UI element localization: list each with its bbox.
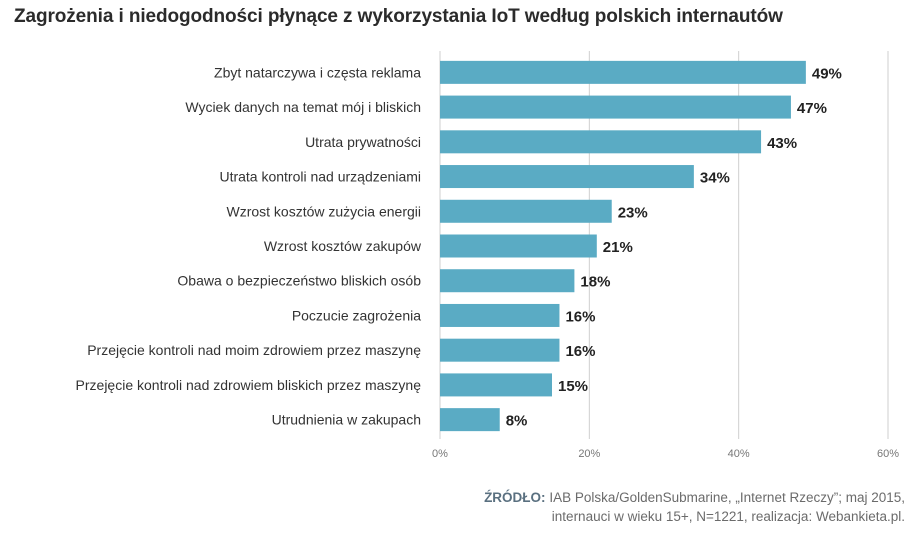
data-label: 16% <box>565 308 595 325</box>
category-label: Wzrost kosztów zużycia energii <box>226 203 421 219</box>
category-label: Utrata prywatności <box>305 134 421 150</box>
x-tick-label: 0% <box>432 448 448 460</box>
data-label: 21% <box>603 239 633 256</box>
category-label: Utrata kontroli nad urządzeniami <box>219 169 421 185</box>
category-label: Obawa o bezpieczeństwo bliskich osób <box>177 273 421 289</box>
category-label: Poczucie zagrożenia <box>292 307 421 323</box>
data-label: 18% <box>580 274 610 291</box>
source-note: ŹRÓDŁO: IAB Polska/GoldenSubmarine, „Int… <box>484 488 905 526</box>
data-label: 49% <box>812 65 842 82</box>
chart-title: Zagrożenia i niedogodności płynące z wyk… <box>14 6 783 27</box>
bar <box>440 165 694 189</box>
category-label: Utrudnienia w zakupach <box>272 412 421 428</box>
category-label: Przejęcie kontroli nad moim zdrowiem prz… <box>87 342 421 358</box>
x-tick-label: 40% <box>728 448 750 460</box>
bar <box>440 408 500 432</box>
data-label: 15% <box>558 378 588 395</box>
x-tick-label: 60% <box>877 448 899 460</box>
category-label: Przejęcie kontroli nad zdrowiem bliskich… <box>76 377 422 393</box>
bar <box>440 269 575 293</box>
bar <box>440 130 762 154</box>
x-tick-label: 20% <box>578 448 600 460</box>
bar <box>440 338 560 362</box>
data-label: 16% <box>565 343 595 360</box>
category-label: Wyciek danych na temat mój i bliskich <box>185 99 421 115</box>
data-label: 47% <box>797 100 827 117</box>
category-label: Zbyt natarczywa i częsta reklama <box>214 64 421 80</box>
data-label: 34% <box>700 170 730 187</box>
bar <box>440 60 806 84</box>
source-line-1: ŹRÓDŁO: IAB Polska/GoldenSubmarine, „Int… <box>484 488 905 507</box>
data-label: 23% <box>618 204 648 221</box>
data-label: 43% <box>767 135 797 152</box>
data-label: 8% <box>506 413 528 430</box>
bar <box>440 199 612 223</box>
source-label: ŹRÓDŁO: <box>484 490 546 505</box>
source-line-2: internauci w wieku 15+, N=1221, realizac… <box>551 509 905 524</box>
category-label: Wzrost kosztów zakupów <box>264 238 422 254</box>
bar <box>440 303 560 327</box>
bar <box>440 373 552 397</box>
labels: 0% 20% 40% 60% Zbyt natarczywa i częsta rekl… <box>76 64 900 460</box>
source-text-1: IAB Polska/GoldenSubmarine, „Internet Rz… <box>549 490 905 505</box>
bars <box>440 60 806 432</box>
bar <box>440 234 597 258</box>
bar <box>440 95 791 119</box>
